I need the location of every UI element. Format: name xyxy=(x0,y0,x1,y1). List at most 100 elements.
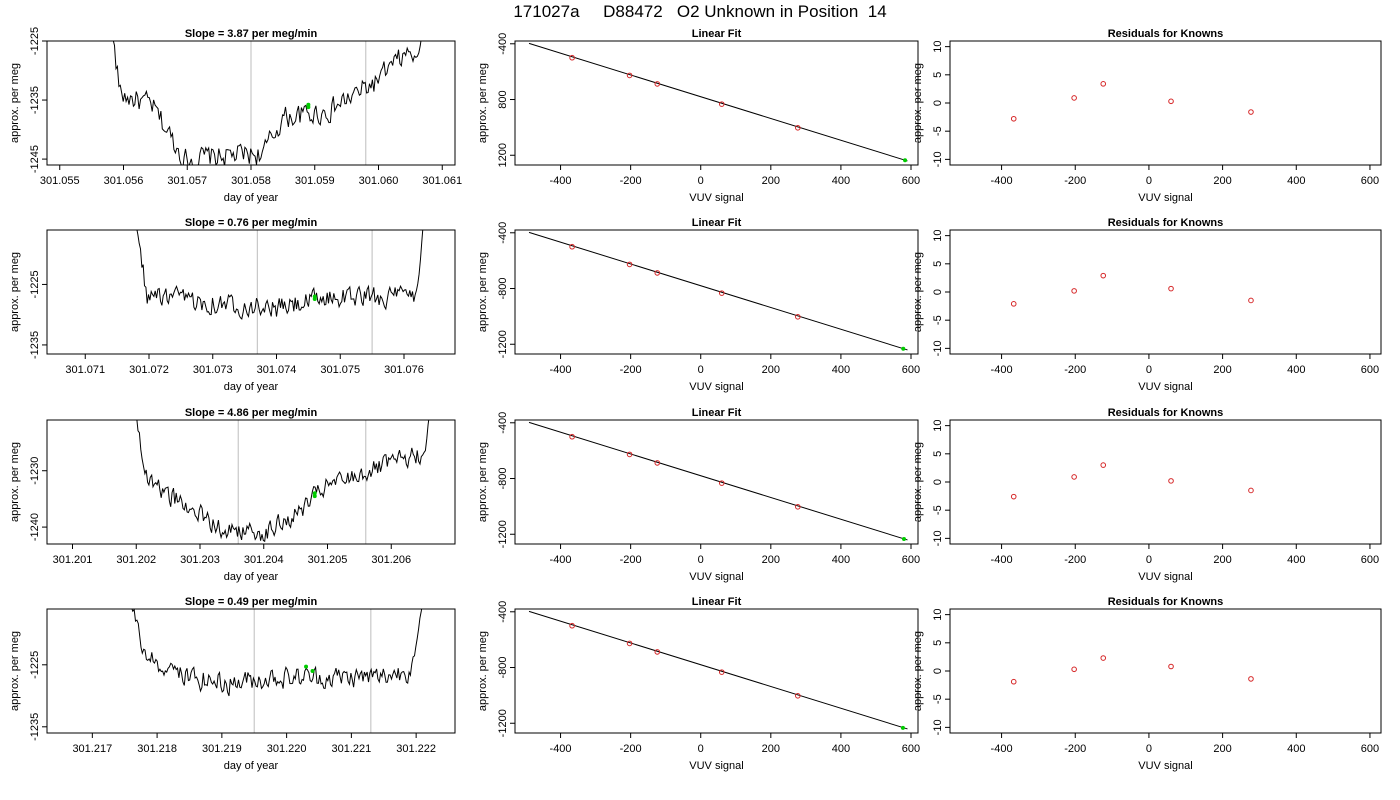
known-point xyxy=(795,504,801,510)
y-tick-label: 0 xyxy=(932,100,944,106)
x-tick-label: 301.217 xyxy=(72,743,112,755)
x-tick-label: 301.201 xyxy=(53,554,93,566)
y-axis-label: approx. per meg xyxy=(912,442,924,522)
known-point xyxy=(1248,487,1254,494)
x-tick-label: 301.055 xyxy=(40,175,80,187)
x-tick-label: -200 xyxy=(620,175,642,187)
y-tick-label: -1230 xyxy=(29,457,41,485)
y-tick-label: 10 xyxy=(932,41,944,53)
row4-trace-plot-area xyxy=(131,609,423,733)
y-tick-label: -400 xyxy=(497,601,509,623)
row3-fit-plot-area xyxy=(528,421,908,541)
row4-residuals-plot-area xyxy=(1010,655,1254,685)
y-tick-label: 0 xyxy=(932,668,944,674)
x-tick-label: 600 xyxy=(1361,364,1379,376)
signal-trace-line xyxy=(136,230,424,320)
y-tick-label: 0 xyxy=(932,289,944,295)
x-tick-label: 200 xyxy=(1213,364,1231,376)
x-tick-label: 600 xyxy=(902,554,920,566)
x-axis-label: day of year xyxy=(224,760,279,772)
y-tick-label: -10 xyxy=(932,719,944,735)
x-tick-label: 0 xyxy=(698,364,704,376)
known-point xyxy=(718,101,725,107)
known-point xyxy=(795,314,801,320)
row3-residuals-plot-area xyxy=(1010,462,1254,500)
row2-fit-panel: -400 -200 0 200 400 600 -1200 -800 -400 Linear Fi… xyxy=(477,217,920,393)
x-tick-label: -400 xyxy=(550,364,572,376)
x-tick-label: 600 xyxy=(1361,175,1379,187)
known-point xyxy=(626,72,633,79)
unknown-point xyxy=(312,494,317,499)
known-point xyxy=(1168,478,1174,484)
x-tick-label: 301.075 xyxy=(320,364,360,376)
y-tick-label: 10 xyxy=(932,420,944,432)
x-tick-label: 301.204 xyxy=(244,554,284,566)
y-tick-label: 5 xyxy=(932,451,944,457)
panel-title: Residuals for Knowns xyxy=(1108,596,1224,608)
x-tick-label: -400 xyxy=(550,175,572,187)
panel-title: Slope = 0.76 per meg/min xyxy=(185,217,318,229)
fit-line xyxy=(528,421,908,541)
x-tick-label: 301.060 xyxy=(359,175,399,187)
unknown-point xyxy=(900,725,905,730)
row4-fit-frame xyxy=(514,608,919,734)
y-axis-label: approx. per meg xyxy=(477,442,489,522)
known-point xyxy=(1071,474,1077,480)
known-point xyxy=(1010,493,1017,500)
known-point xyxy=(1100,272,1107,279)
known-point xyxy=(1248,676,1254,682)
x-tick-label: 301.220 xyxy=(267,743,307,755)
page-title: 171027a D88472 O2 Unknown in Position 14 xyxy=(513,2,887,21)
x-tick-label: 301.203 xyxy=(180,554,220,566)
known-point xyxy=(1100,655,1107,661)
x-tick-label: 400 xyxy=(1287,364,1305,376)
x-tick-label: 400 xyxy=(1287,175,1305,187)
x-tick-label: 200 xyxy=(762,175,780,187)
unknown-point xyxy=(903,158,908,163)
y-tick-label: 1200 xyxy=(497,143,509,167)
known-point xyxy=(654,460,661,466)
x-tick-label: 301.061 xyxy=(422,175,462,187)
known-point xyxy=(626,261,633,268)
x-tick-label: 301.219 xyxy=(202,743,242,755)
x-tick-label: -400 xyxy=(550,554,572,566)
y-axis-label: approx. per meg xyxy=(9,442,21,522)
row2-residuals-plot-area xyxy=(1010,272,1254,307)
x-tick-label: 0 xyxy=(1146,175,1152,187)
y-tick-label: -5 xyxy=(932,694,944,704)
row1-residuals-panel: -400 -200 0 200 400 600 -10 -5 0 5 10 Residuals for… xyxy=(912,28,1382,204)
x-axis-label: VUV signal xyxy=(1138,192,1192,204)
x-axis-label: VUV signal xyxy=(689,192,743,204)
panel-title: Slope = 4.86 per meg/min xyxy=(185,407,318,419)
known-point xyxy=(1248,297,1254,304)
known-point xyxy=(569,54,575,61)
y-tick-label: -1235 xyxy=(29,713,41,741)
row1-residuals-frame xyxy=(949,40,1382,166)
y-tick-label: -1245 xyxy=(29,145,41,173)
y-tick-label: 0 xyxy=(932,479,944,485)
y-tick-label: -10 xyxy=(932,530,944,546)
known-point xyxy=(1071,95,1077,101)
x-tick-label: 600 xyxy=(902,175,920,187)
x-tick-label: 301.074 xyxy=(257,364,297,376)
y-tick-label: -10 xyxy=(932,340,944,356)
x-tick-label: 400 xyxy=(1287,554,1305,566)
row4-trace-frame xyxy=(46,608,456,734)
x-axis-label: VUV signal xyxy=(689,760,743,772)
known-point xyxy=(1010,301,1017,307)
x-tick-label: 400 xyxy=(832,554,850,566)
row3-trace-panel: 301.201 301.202 301.203 301.204 301.205 301.2… xyxy=(9,407,456,583)
known-point xyxy=(1010,115,1017,122)
x-tick-label: -400 xyxy=(991,554,1013,566)
y-tick-label: -400 xyxy=(497,33,509,55)
fit-line xyxy=(528,231,908,351)
row4-fit-plot-area xyxy=(528,610,908,730)
y-tick-label: -1200 xyxy=(497,709,509,737)
fit-line xyxy=(528,42,908,162)
x-axis-label: day of year xyxy=(224,571,279,583)
y-axis-label: approx. per meg xyxy=(477,631,489,711)
x-tick-label: 301.072 xyxy=(129,364,169,376)
row4-fit-panel: -400 -200 0 200 400 600 -1200 -800 -400 Linear Fi… xyxy=(477,596,920,772)
x-tick-label: 301.218 xyxy=(137,743,177,755)
known-point xyxy=(626,640,633,647)
